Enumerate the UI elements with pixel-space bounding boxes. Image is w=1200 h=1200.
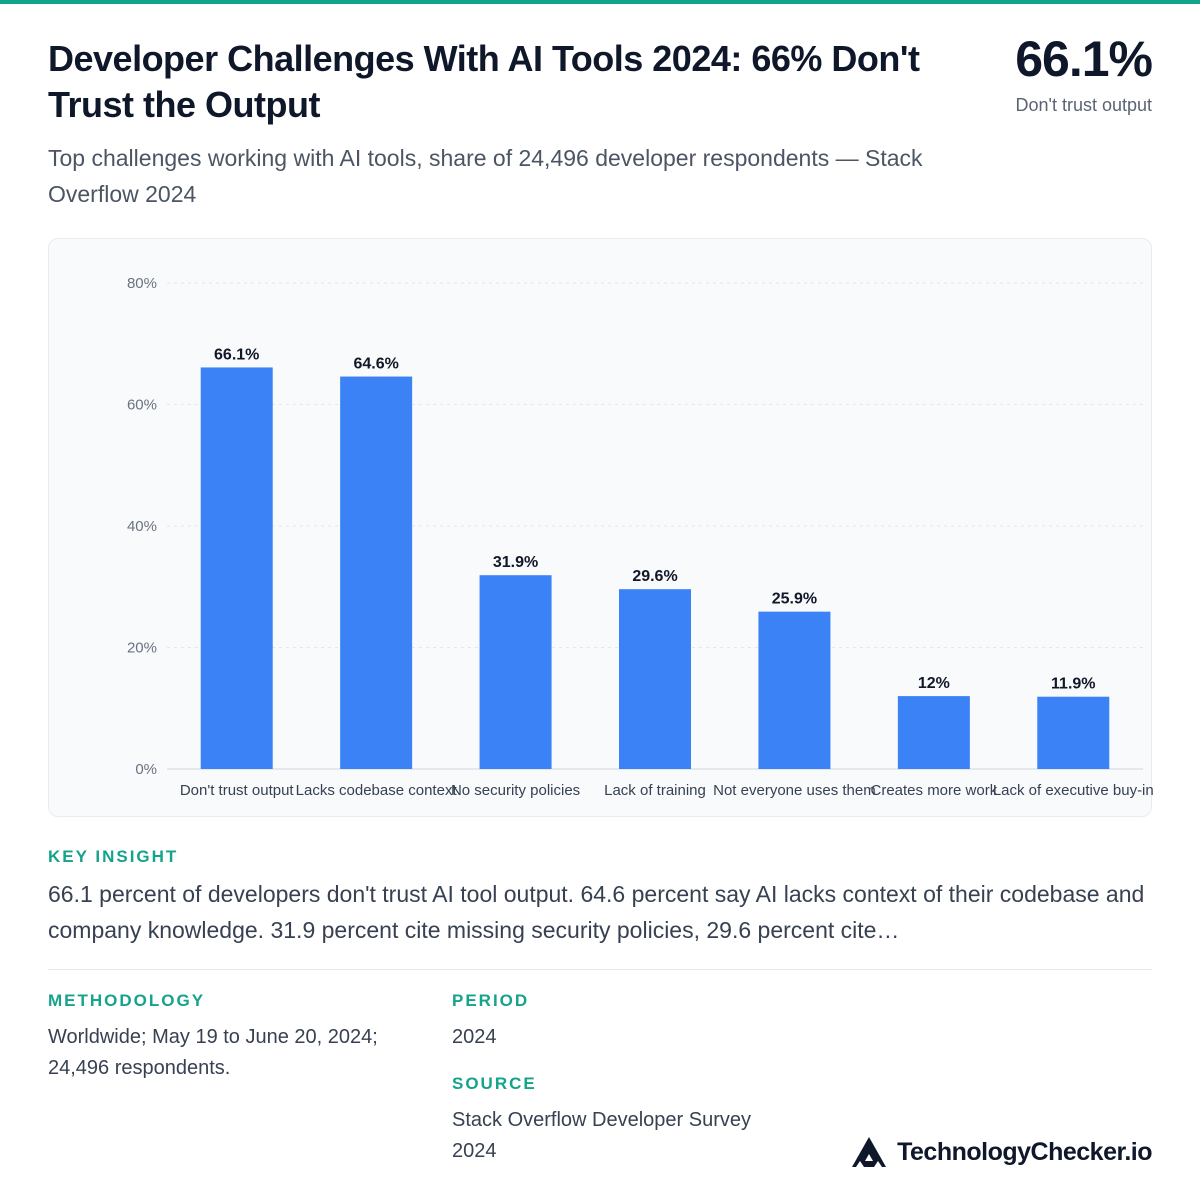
- x-category-label: Not everyone uses them: [713, 782, 876, 799]
- bar-chart: 0% 20% 40% 60% 80% 66.1% Don't trust output 64.…: [127, 275, 1153, 799]
- source-text: Stack Overflow Developer Survey 2024: [452, 1109, 752, 1162]
- insight-text: 66.1 percent of developers don't trust A…: [48, 881, 1145, 943]
- y-tick-label: 0%: [135, 761, 157, 778]
- y-tick-label: 80%: [127, 275, 157, 292]
- triangle-logo-icon: [852, 1137, 887, 1167]
- bar-data-label: 66.1%: [214, 346, 259, 363]
- bar: [1037, 696, 1110, 769]
- methodology-label: METHODOLOGY: [48, 991, 206, 1010]
- section-divider: [48, 969, 1152, 970]
- bar-data-label: 11.9%: [1051, 676, 1095, 693]
- page-title: Developer Challenges With AI Tools 2024:…: [48, 38, 920, 125]
- bar-data-label: 29.6%: [632, 568, 677, 585]
- bar: [897, 696, 970, 769]
- bar-data-label: 12%: [918, 675, 950, 692]
- x-category-label: No security policies: [451, 782, 580, 799]
- x-category-label: Lacks codebase context: [296, 782, 458, 799]
- chart-panel: 0% 20% 40% 60% 80% 66.1% Don't trust output 64.…: [48, 238, 1153, 817]
- bar-data-label: 64.6%: [353, 356, 398, 373]
- bar: [479, 575, 552, 769]
- period-text: 2024: [452, 1026, 497, 1048]
- bar-data-label: 25.9%: [772, 591, 817, 608]
- x-category-label: Don't trust output: [180, 782, 295, 799]
- x-category-label: Creates more work: [871, 782, 998, 799]
- x-category-label: Lack of executive buy-in: [993, 782, 1153, 799]
- bar: [200, 367, 273, 769]
- brand-name: TechnologyChecker.io: [897, 1137, 1152, 1166]
- source-label: SOURCE: [452, 1074, 537, 1093]
- y-tick-label: 20%: [127, 640, 157, 657]
- headline-stat-value: 66.1%: [1015, 31, 1153, 87]
- period-label: PERIOD: [452, 991, 530, 1010]
- headline-stat-label: Don't trust output: [1015, 95, 1152, 115]
- y-tick-label: 40%: [127, 518, 157, 535]
- bar: [758, 611, 831, 769]
- bar-data-label: 31.9%: [493, 554, 538, 571]
- bar: [619, 589, 691, 769]
- top-accent-rule: [0, 0, 1200, 4]
- brand: TechnologyChecker.io: [851, 1136, 1152, 1168]
- insight-label: KEY INSIGHT: [48, 847, 179, 866]
- bar: [340, 376, 413, 769]
- page-subtitle: Top challenges working with AI tools, sh…: [48, 145, 923, 207]
- methodology-text: Worldwide; May 19 to June 20, 2024; 24,4…: [48, 1026, 378, 1079]
- x-category-label: Lack of training: [604, 782, 706, 799]
- y-tick-label: 60%: [127, 397, 157, 414]
